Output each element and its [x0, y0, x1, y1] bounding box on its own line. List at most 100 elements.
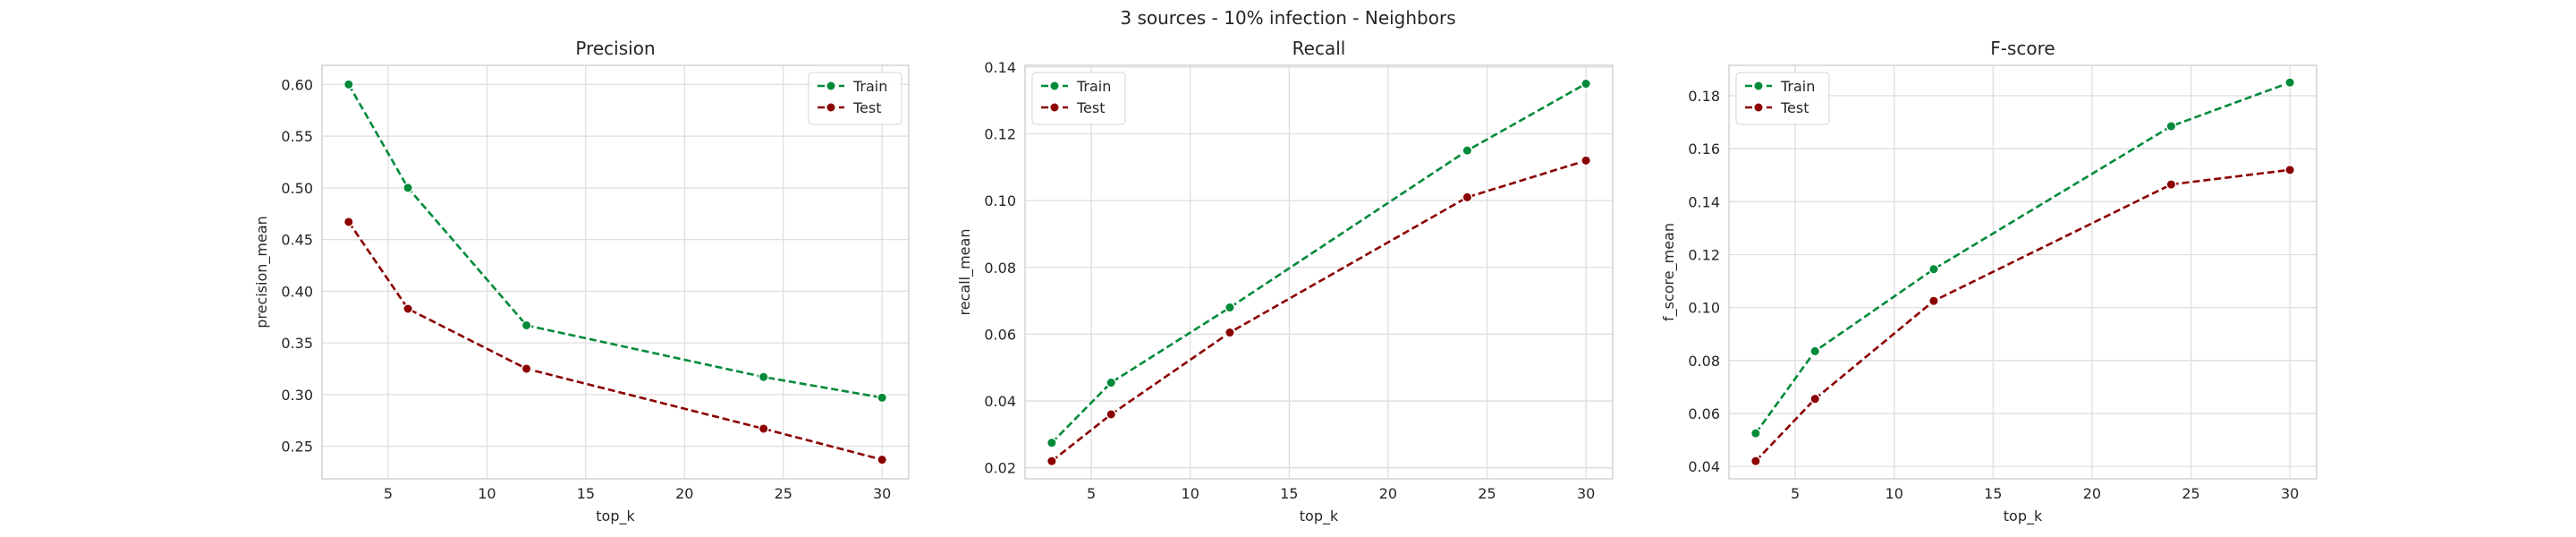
y-tick-label: 0.18: [1688, 88, 1720, 105]
x-tick-label: 5: [1087, 485, 1096, 502]
series-line: [1050, 82, 1587, 444]
x-axis-label: top_k: [1300, 507, 1339, 525]
x-tick-label: 10: [478, 485, 496, 502]
data-point: [402, 182, 413, 193]
data-point: [521, 363, 532, 374]
legend: Train Test: [1735, 72, 1830, 125]
y-tick-label: 0.45: [281, 232, 313, 249]
x-tick-label: 25: [2182, 485, 2199, 502]
x-tick-label: 30: [1577, 485, 1595, 502]
series-test: [1046, 155, 1592, 467]
legend-marker: [826, 102, 836, 113]
y-tick-label: 0.10: [984, 192, 1016, 209]
x-tick-label: 5: [1791, 485, 1800, 502]
y-axis-label: precision_mean: [253, 216, 271, 328]
y-tick-label: 0.35: [281, 335, 313, 352]
y-tick-label: 0.04: [984, 393, 1016, 410]
legend-item-test: Test: [1745, 99, 1809, 116]
series-test: [343, 217, 888, 465]
data-point: [2165, 121, 2177, 132]
data-point: [1809, 393, 1821, 405]
chart-title: F-score: [1990, 38, 2055, 59]
legend-label: Test: [852, 99, 882, 116]
y-tick-label: 0.55: [281, 128, 313, 145]
plot-area: [322, 65, 909, 479]
x-tick-label: 10: [1885, 485, 1903, 502]
data-point: [521, 320, 532, 331]
legend-item-test: Test: [1041, 99, 1106, 116]
x-tick-label: 20: [2083, 485, 2101, 502]
data-point: [343, 217, 354, 227]
data-point: [1750, 428, 1761, 439]
legend-label: Train: [1780, 78, 1815, 95]
plot-area: [1729, 65, 2317, 479]
data-point: [1224, 302, 1235, 313]
legend-marker: [1753, 102, 1764, 113]
series-train: [343, 79, 888, 404]
x-tick-label: 30: [2281, 485, 2299, 502]
legend: Train Test: [808, 72, 902, 125]
data-point: [1928, 295, 1939, 307]
data-point: [402, 303, 413, 314]
legend-marker: [826, 81, 836, 91]
axes-frame: [1728, 64, 2318, 480]
legend-marker: [1753, 81, 1764, 91]
x-axis-label: top_k: [2004, 507, 2043, 525]
grid: [1025, 65, 1613, 479]
legend-marker: [1049, 81, 1060, 91]
y-tick-label: 0.12: [1688, 246, 1720, 263]
chart-panel-3: 5 10 15 20 25 30 0.04 0.06 0.08 0.10 0.12 0.14 0.16 0…: [1660, 38, 2318, 525]
y-tick-label: 0.14: [1688, 193, 1720, 210]
axes-frame: [321, 64, 910, 480]
series-test: [1750, 164, 2296, 467]
series-train: [1750, 77, 2296, 439]
data-point: [758, 371, 769, 383]
y-tick-label: 0.04: [1688, 458, 1720, 475]
data-point: [2284, 164, 2296, 175]
x-tick-label: 25: [1478, 485, 1496, 502]
x-axis-label: top_k: [596, 507, 635, 525]
data-point: [1046, 456, 1057, 467]
x-tick-label: 15: [577, 485, 595, 502]
data-point: [2284, 77, 2296, 89]
grid: [322, 65, 909, 479]
data-point: [877, 392, 888, 404]
data-point: [1580, 155, 1592, 166]
x-tick-label: 20: [1379, 485, 1397, 502]
y-tick-label: 0.10: [1688, 300, 1720, 317]
chart-title: Recall: [1292, 38, 1346, 59]
panels: 5 10 15 20 25 30 0.25 0.30 0.35 0.40 0.45 0.50 0.55 0…: [253, 38, 2318, 525]
data-point: [1224, 327, 1235, 338]
data-point: [1046, 437, 1057, 448]
y-tick-label: 0.08: [1688, 353, 1720, 370]
y-axis-label: f_score_mean: [1660, 223, 1678, 321]
data-point: [758, 423, 769, 434]
x-tick-label: 20: [675, 485, 693, 502]
y-axis-label: recall_mean: [956, 229, 974, 316]
data-point: [1106, 409, 1117, 420]
data-point: [1106, 377, 1117, 388]
data-point: [1809, 345, 1821, 357]
data-point: [877, 454, 888, 465]
series-line: [1754, 81, 2291, 434]
x-tick-label: 10: [1182, 485, 1199, 502]
chart-panel-1: 5 10 15 20 25 30 0.25 0.30 0.35 0.40 0.45 0.50 0.55 0…: [253, 38, 910, 525]
legend-label: Train: [852, 78, 887, 95]
legend-item-train: Train: [1041, 78, 1111, 95]
legend-marker: [1049, 102, 1060, 113]
x-tick-label: 30: [873, 485, 891, 502]
x-tick-label: 15: [1280, 485, 1298, 502]
y-tick-label: 0.12: [984, 126, 1016, 143]
y-tick-label: 0.14: [984, 59, 1016, 76]
y-tick-label: 0.25: [281, 439, 313, 456]
legend-label: Test: [1780, 99, 1809, 116]
series-train: [1046, 78, 1592, 448]
data-point: [1462, 145, 1473, 157]
y-tick-label: 0.50: [281, 180, 313, 197]
x-tick-label: 5: [384, 485, 393, 502]
legend-item-train: Train: [1745, 78, 1815, 95]
y-tick-label: 0.60: [281, 76, 313, 93]
y-tick-label: 0.06: [1688, 405, 1720, 422]
chart-panel-2: 5 10 15 20 25 30 0.02 0.04 0.06 0.08 0.10 0.12 0.14 R…: [956, 38, 1614, 525]
